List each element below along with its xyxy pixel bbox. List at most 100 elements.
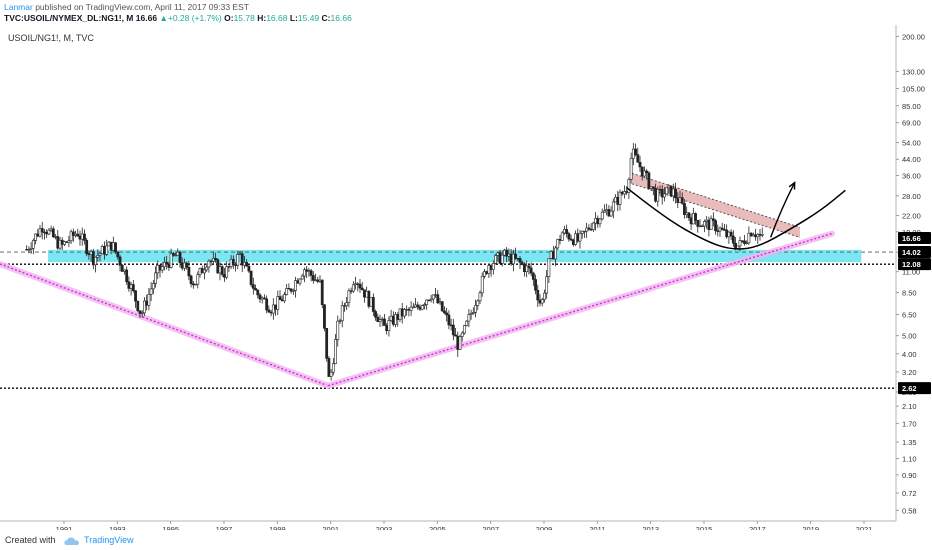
- candle-body: [489, 265, 493, 270]
- candle-body: [618, 191, 622, 205]
- candle-body: [109, 241, 113, 251]
- candle-body: [114, 242, 117, 253]
- candle-body: [123, 269, 126, 272]
- candle-body: [254, 288, 257, 291]
- candle-body: [383, 318, 386, 326]
- candle-body: [678, 197, 682, 203]
- candle-body: [629, 158, 633, 180]
- candle-body: [263, 297, 266, 300]
- candle-body: [347, 290, 351, 303]
- candle-body: [596, 218, 600, 225]
- candle-body: [185, 262, 189, 268]
- candle-body: [745, 242, 749, 244]
- tradingview-brand[interactable]: TradingView: [84, 535, 134, 545]
- candle-body: [438, 301, 442, 304]
- open-value: 15.78: [233, 13, 255, 23]
- candle-body: [83, 233, 86, 241]
- channel-top-line: [631, 172, 801, 228]
- candle-body: [127, 281, 131, 289]
- candle-body: [645, 170, 649, 174]
- price-chart[interactable]: 200.00 130.00 105.00 85.00 69.00 54.00 44.00 36…: [0, 25, 932, 530]
- candle-body: [238, 253, 242, 255]
- candle-body: [34, 233, 37, 241]
- candle-body: [111, 242, 115, 251]
- candle-body: [171, 253, 175, 256]
- candle-body: [667, 185, 671, 189]
- candle-body: [103, 246, 106, 255]
- candle-body: [54, 236, 57, 238]
- candle-body: [374, 311, 377, 318]
- high-label: H:: [257, 13, 267, 23]
- candle-body: [236, 254, 240, 266]
- candle-body: [334, 339, 337, 364]
- candle-body: [467, 314, 471, 322]
- candle-body: [407, 309, 411, 311]
- candle-body: [85, 240, 89, 254]
- candle-body: [191, 283, 195, 286]
- candle-body: [538, 299, 542, 304]
- candle-body: [589, 228, 593, 231]
- candle-body: [631, 148, 635, 159]
- candle-body: [378, 319, 382, 323]
- candle-body: [418, 306, 422, 310]
- candle-body: [658, 188, 662, 191]
- x-tick-label: 2007: [482, 525, 499, 530]
- candle-body: [160, 266, 164, 271]
- candle-body: [707, 219, 711, 230]
- y-tick-label: 5.00: [902, 332, 917, 341]
- x-tick-label: 1993: [109, 525, 126, 530]
- rounding-bottom-arc[interactable]: [626, 187, 846, 250]
- close-value: 16.66: [330, 13, 352, 23]
- candle-body: [529, 267, 533, 274]
- candle-body: [363, 289, 366, 298]
- up-arrow-shaft[interactable]: [770, 182, 796, 238]
- candle-body: [65, 241, 69, 243]
- price-badge-label: 14.02: [902, 248, 921, 257]
- candle-body: [476, 300, 480, 306]
- candle-body: [534, 279, 537, 291]
- candle-body: [249, 270, 253, 285]
- candle-body: [214, 258, 217, 260]
- candle-body: [665, 187, 669, 195]
- candle-body: [696, 220, 700, 227]
- candle-body: [323, 304, 326, 329]
- candle-body: [607, 209, 611, 217]
- candle-body: [36, 233, 40, 237]
- chart-title: USOIL/NG1!, M, TVC: [8, 33, 94, 43]
- candle-body: [400, 308, 404, 317]
- plot-background: [0, 25, 896, 521]
- candle-body: [660, 189, 664, 198]
- candle-body: [625, 191, 629, 193]
- time-axis[interactable]: 1991 1993 1995 1997 1999 2001 2003 2005 2007 2009…: [56, 521, 873, 530]
- candle-body: [507, 253, 511, 257]
- author-link[interactable]: Lanmar: [4, 2, 33, 12]
- candle-body: [216, 259, 220, 274]
- price-badge: [898, 382, 931, 395]
- y-tick-label: 0.58: [902, 507, 917, 516]
- candle-body: [447, 314, 451, 326]
- x-tick-label: 1997: [216, 525, 233, 530]
- candle-body: [729, 231, 733, 237]
- candle-body: [511, 253, 515, 265]
- y-tick-label: 6.50: [902, 310, 917, 319]
- candle-body: [296, 280, 300, 284]
- candle-body: [420, 305, 424, 310]
- candle-body: [723, 229, 726, 231]
- candle-body: [536, 289, 540, 301]
- candle-body: [309, 270, 313, 276]
- candle-body: [485, 271, 489, 274]
- candle-body: [305, 269, 309, 272]
- candle-body: [640, 166, 644, 177]
- candle-body: [411, 306, 415, 309]
- price-badge-label: 16.66: [902, 234, 921, 243]
- price-axis[interactable]: 200.00 130.00 105.00 85.00 69.00 54.00 44.00 36…: [896, 32, 925, 516]
- candle-body: [563, 229, 566, 234]
- candle-body: [87, 253, 91, 255]
- candle-body: [720, 227, 724, 230]
- candle-body: [647, 172, 651, 189]
- candle-body: [120, 264, 124, 272]
- candle-body: [600, 211, 604, 220]
- candle-body: [289, 288, 293, 292]
- candle-body: [576, 233, 580, 242]
- candle-body: [643, 170, 646, 177]
